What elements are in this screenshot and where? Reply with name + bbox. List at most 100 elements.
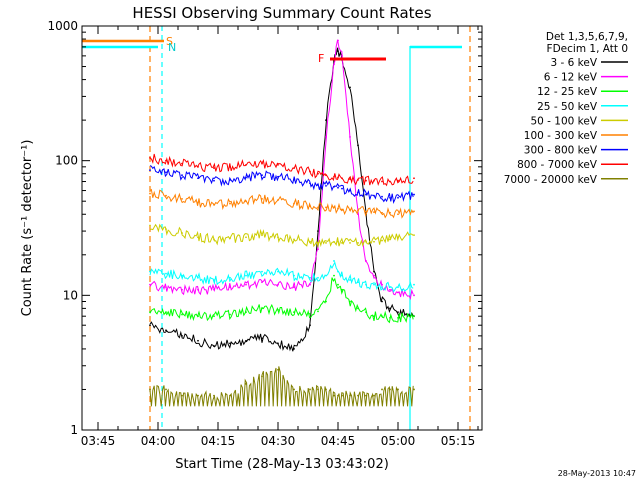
series-point [261, 198, 263, 200]
series-point [181, 232, 183, 234]
series-point [373, 394, 375, 397]
series-point [365, 210, 367, 213]
series-point [337, 39, 339, 42]
series-point [365, 283, 367, 286]
series-point [245, 283, 247, 286]
series-point [165, 388, 167, 391]
series-point [197, 288, 199, 291]
series-point [165, 228, 167, 231]
series-point [397, 286, 399, 289]
series-point [337, 394, 339, 397]
series-point [413, 210, 415, 213]
annotation-layer: SN F [166, 35, 386, 65]
series-point [165, 311, 167, 314]
x-tick-label: 05:15 [441, 434, 476, 448]
series-point [293, 238, 295, 241]
x-tick-label: 03:45 [81, 434, 116, 448]
series-point [317, 310, 319, 313]
series-point [309, 388, 311, 391]
series-point [341, 242, 343, 244]
legend-entry-label: 300 - 800 keV [524, 145, 598, 157]
series-point [325, 174, 327, 177]
series-point [277, 283, 279, 286]
series-point [365, 193, 367, 196]
x-tick-label: 04:15 [201, 434, 236, 448]
series-point [325, 388, 327, 391]
series-point [341, 394, 343, 397]
series-point [317, 248, 319, 251]
series-point [149, 283, 151, 286]
series-point [261, 307, 263, 310]
series-point [245, 164, 247, 166]
series-point [381, 195, 383, 198]
series-point [213, 288, 215, 291]
series-point [181, 162, 183, 165]
series-point [213, 315, 215, 318]
series-point [197, 394, 199, 397]
series-point [397, 316, 399, 319]
series-point [197, 177, 199, 180]
series-point [373, 211, 375, 214]
series-point [261, 337, 263, 340]
y-tick-label: 1000 [47, 19, 78, 33]
series-point [373, 274, 375, 277]
series-point [349, 209, 351, 211]
series-point [245, 176, 247, 179]
series-point [197, 201, 199, 204]
x-axis-label: Start Time (28-May-13 03:43:02) [175, 457, 389, 472]
series-point [181, 313, 183, 316]
series-point [381, 300, 383, 303]
series-point [349, 242, 351, 244]
series-point [333, 206, 335, 209]
series-point [165, 329, 167, 332]
series-point [277, 342, 279, 345]
series-point [181, 394, 183, 397]
series-point [337, 207, 339, 210]
series-point [277, 199, 279, 201]
series-point [389, 286, 391, 289]
y-tick-label: 1 [70, 423, 78, 437]
series-point [365, 260, 367, 262]
series-point [325, 206, 327, 209]
series-point [349, 189, 351, 192]
series-point [357, 191, 359, 194]
series-point [261, 270, 263, 273]
legend: Det 1,3,5,6,7,9,FDecim 1, Att 0 3 - 6 keV… [504, 31, 628, 186]
series-point [317, 172, 319, 175]
series-point [381, 283, 383, 286]
series-point [213, 394, 215, 397]
series-point [337, 270, 339, 273]
series-point [197, 315, 199, 318]
series-point [373, 315, 375, 318]
series-point [341, 208, 343, 211]
series-point [357, 209, 359, 212]
series-point [309, 182, 311, 185]
series-point [349, 178, 351, 180]
series-point [293, 388, 295, 391]
series-line-0 [149, 47, 414, 352]
series-point [277, 308, 279, 311]
legend-header: FDecim 1, Att 0 [547, 43, 628, 55]
series-point [389, 211, 391, 214]
series-point [245, 200, 247, 203]
y-tick-label: 10 [63, 288, 78, 302]
series-point [293, 348, 295, 350]
series-point [337, 283, 339, 286]
flare-label: F [318, 52, 324, 65]
series-point [365, 311, 367, 314]
series-point [245, 382, 247, 385]
series-point [317, 206, 319, 209]
series-point [397, 213, 399, 216]
series-point [197, 276, 199, 279]
series-point [317, 230, 319, 232]
legend-entry-label: 3 - 6 keV [550, 57, 597, 69]
series-point [213, 179, 215, 182]
series-point [337, 176, 339, 179]
series-point [149, 156, 151, 159]
series-point [165, 286, 167, 289]
series-point [293, 178, 295, 181]
series-point [397, 236, 399, 239]
series-point [325, 136, 327, 138]
series-point [165, 194, 167, 197]
